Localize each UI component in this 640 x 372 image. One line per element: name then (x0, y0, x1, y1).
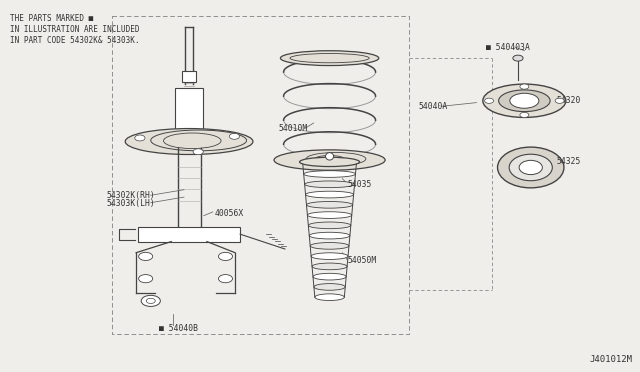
Circle shape (141, 295, 161, 307)
Bar (175, 88, 203, 136)
Circle shape (147, 298, 156, 304)
Text: 40056X: 40056X (214, 209, 244, 218)
Circle shape (139, 252, 153, 260)
Text: J401012M: J401012M (590, 355, 633, 364)
Circle shape (229, 134, 239, 139)
Circle shape (135, 135, 145, 141)
Text: 54050M: 54050M (348, 256, 377, 264)
Circle shape (520, 84, 529, 89)
Ellipse shape (307, 212, 352, 218)
Text: 54325: 54325 (556, 157, 580, 166)
Text: IN ILLUSTRATION ARE INCLUDED: IN ILLUSTRATION ARE INCLUDED (10, 25, 140, 34)
Circle shape (218, 275, 232, 283)
Ellipse shape (311, 253, 348, 259)
Ellipse shape (274, 150, 385, 170)
Text: ■ 540403A: ■ 540403A (486, 42, 530, 51)
Ellipse shape (303, 160, 356, 167)
Ellipse shape (280, 51, 379, 65)
Ellipse shape (326, 153, 333, 160)
Ellipse shape (305, 191, 354, 198)
Ellipse shape (312, 263, 347, 270)
Ellipse shape (309, 232, 350, 239)
Ellipse shape (304, 171, 355, 177)
Circle shape (484, 98, 493, 103)
Ellipse shape (300, 157, 360, 167)
Text: ■ 54040B: ■ 54040B (159, 324, 198, 333)
Text: 54035: 54035 (348, 180, 372, 189)
Text: 54302K(RH): 54302K(RH) (106, 191, 155, 200)
Circle shape (139, 275, 153, 283)
FancyBboxPatch shape (182, 71, 196, 82)
Ellipse shape (483, 84, 566, 118)
Ellipse shape (125, 129, 253, 154)
Circle shape (513, 55, 523, 61)
Circle shape (555, 98, 564, 103)
Ellipse shape (509, 154, 552, 181)
Text: IN PART CODE 54302K& 54303K.: IN PART CODE 54302K& 54303K. (10, 36, 140, 45)
Circle shape (520, 112, 529, 118)
Ellipse shape (314, 283, 345, 290)
Text: 54010M: 54010M (278, 124, 308, 133)
Ellipse shape (308, 222, 351, 229)
Ellipse shape (519, 160, 542, 174)
Ellipse shape (305, 181, 355, 187)
Text: 54040A: 54040A (419, 102, 448, 111)
Ellipse shape (315, 294, 344, 301)
Text: 54303K(LH): 54303K(LH) (106, 199, 155, 208)
Ellipse shape (313, 273, 346, 280)
Ellipse shape (307, 202, 353, 208)
Text: 54320: 54320 (556, 96, 580, 105)
Bar (138, 227, 240, 241)
Ellipse shape (510, 93, 539, 108)
Circle shape (218, 252, 232, 260)
Ellipse shape (497, 147, 564, 188)
Ellipse shape (310, 243, 349, 249)
Ellipse shape (499, 90, 550, 112)
Circle shape (193, 149, 204, 155)
Text: THE PARTS MARKED ■: THE PARTS MARKED ■ (10, 14, 93, 23)
